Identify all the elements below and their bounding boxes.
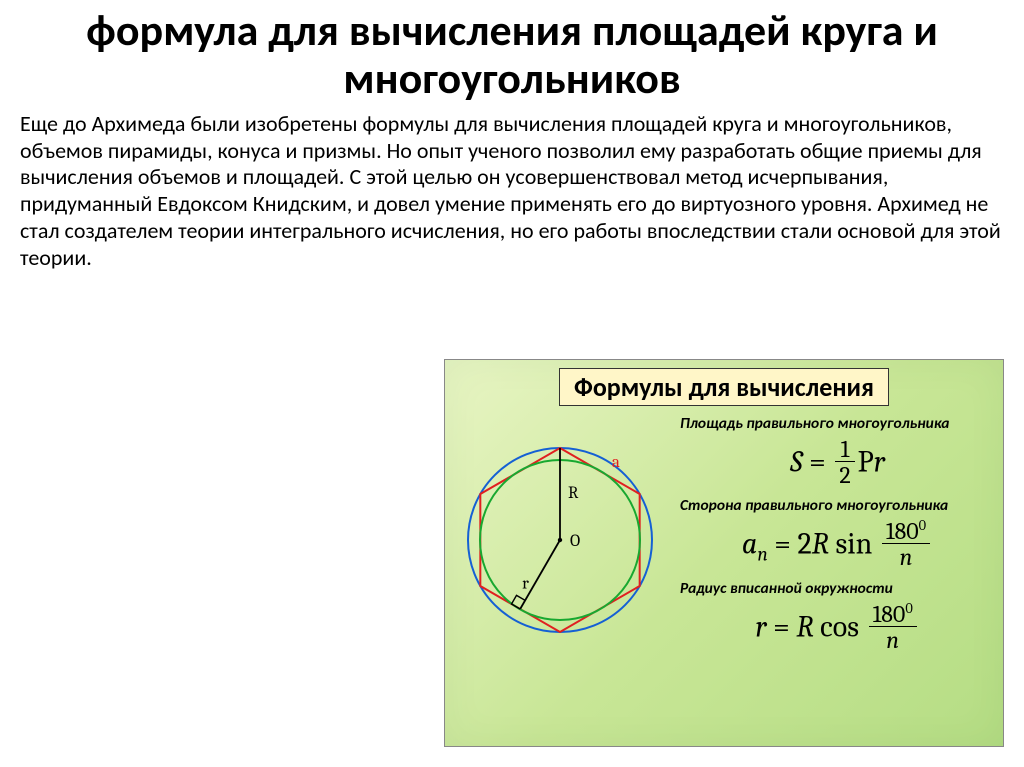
svg-text:O: O: [570, 532, 580, 551]
card-title: Формулы для вычисления: [559, 368, 889, 406]
formula-radius: r = R cos 1800n: [680, 604, 995, 655]
card-body: O Rr a Площадь правильного многоугольника …: [445, 410, 1003, 746]
label-side: Сторона правильного многоугольника: [680, 496, 995, 515]
formula-area: S = 12Pr: [680, 439, 995, 490]
polygon-diagram-svg: O Rr a: [445, 410, 680, 730]
svg-text:r: r: [522, 575, 529, 594]
diagram-area: O Rr a: [445, 410, 680, 746]
label-radius: Радиус вписанной окружности: [680, 579, 995, 598]
formula-card: Формулы для вычисления O Rr a Площадь прав…: [444, 359, 1004, 747]
formula-side: an = 2R sin 1800n: [680, 521, 995, 572]
card-title-wrap: Формулы для вычисления: [445, 360, 1003, 410]
formulas-area: Площадь правильного многоугольника S = 1…: [680, 410, 1003, 746]
body-paragraph: Еще до Архимеда были изобретены формулы …: [0, 111, 1024, 272]
svg-text:a: a: [612, 453, 620, 472]
label-area: Площадь правильного многоугольника: [680, 414, 995, 433]
slide: формула для вычисления площадей круга и …: [0, 0, 1024, 767]
slide-title: формула для вычисления площадей круга и …: [0, 0, 1024, 111]
svg-text:R: R: [568, 484, 579, 503]
